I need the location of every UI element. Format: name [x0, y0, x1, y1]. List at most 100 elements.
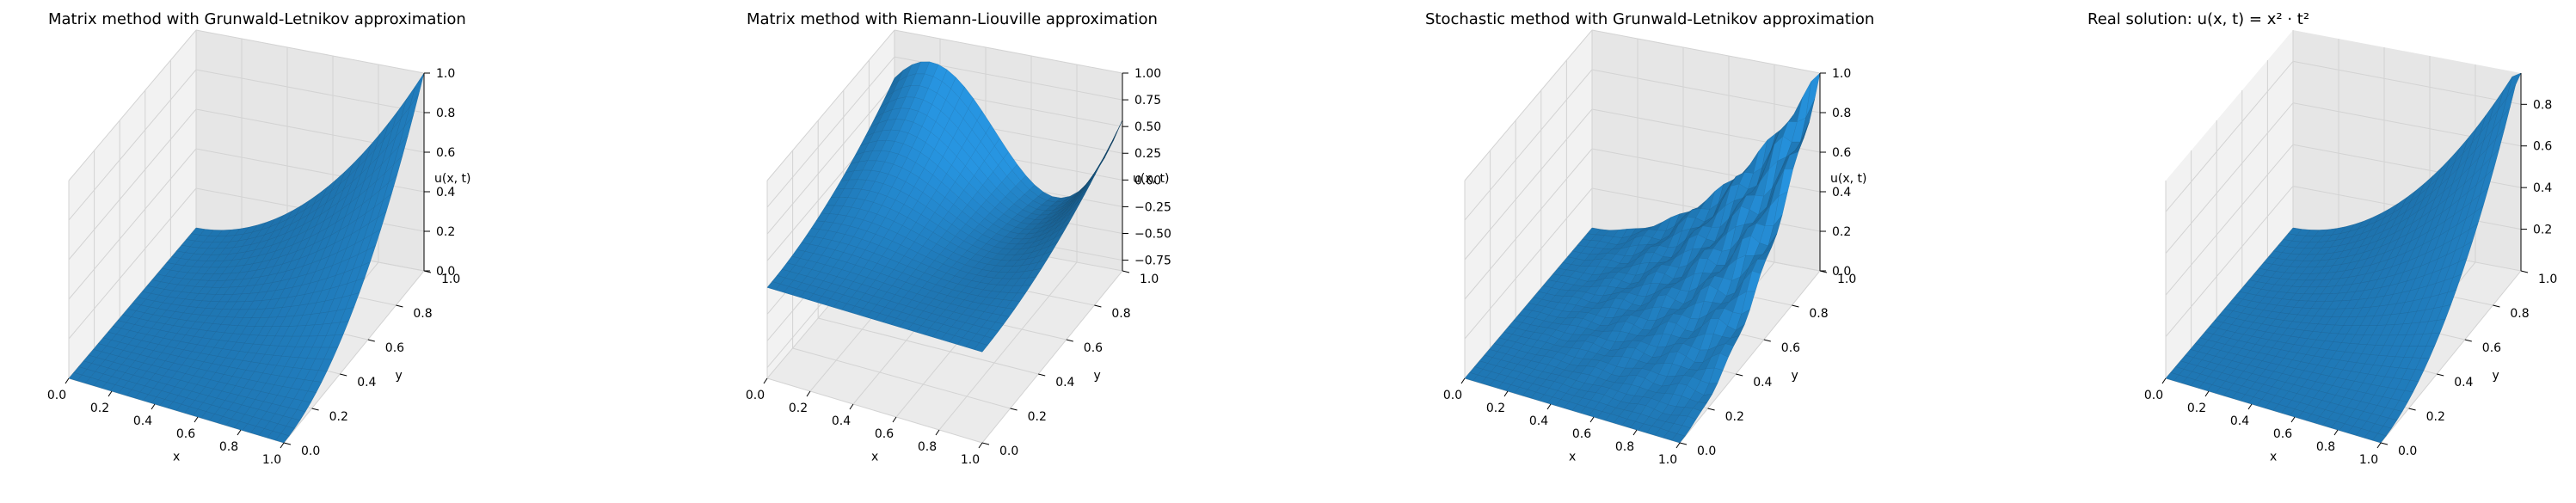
grid-line — [2380, 270, 2522, 444]
x-tick-label: 0.0 — [2144, 389, 2163, 402]
z-axis-label: u(x, t) — [1133, 172, 1169, 186]
z-tick-label: 0.6 — [1832, 146, 1851, 160]
grid-line — [938, 261, 1078, 431]
z-tick-label: 0.00 — [1134, 174, 1161, 187]
y-tick — [311, 408, 319, 411]
x-tick — [2161, 377, 2167, 384]
x-tick-label: 0.6 — [2273, 427, 2292, 441]
grid-line — [766, 29, 895, 181]
grid-line — [1591, 29, 1821, 74]
x-tick-label: 0.6 — [875, 427, 894, 441]
left-pane — [69, 30, 196, 378]
y-tick-label: 0.2 — [329, 410, 348, 424]
y-tick-label: 0.0 — [301, 445, 320, 458]
grid-line — [283, 270, 425, 444]
x-tick — [978, 442, 983, 449]
surface — [2165, 72, 2522, 444]
z-tick-label: 0.4 — [1832, 186, 1851, 199]
y-tick — [981, 442, 990, 445]
z-tick-label: 0.25 — [1134, 147, 1161, 161]
z-tick-label: 1.0 — [436, 67, 455, 81]
y-tick — [1066, 339, 1073, 342]
y-tick-label: 0.8 — [2510, 307, 2529, 321]
z-tick-label: 1.0 — [1832, 67, 1851, 81]
grid-line — [792, 347, 1011, 409]
x-axis-label: x — [173, 451, 180, 464]
chart-panel-1: Matrix method with Grunwald-Letnikov app… — [47, 10, 471, 467]
z-tick-label: −0.50 — [1134, 227, 1171, 241]
left-pane — [2166, 30, 2293, 378]
x-tick — [237, 429, 242, 436]
z-tick-label: 0.0 — [436, 265, 455, 279]
y-tick-label: 0.2 — [1725, 410, 1744, 424]
grid-line — [68, 29, 197, 181]
x-tick — [280, 442, 285, 449]
x-tick-label: 0.2 — [1486, 402, 1505, 415]
y-tick-label: 0.0 — [2398, 445, 2417, 458]
y-axis-label: y — [396, 369, 403, 383]
x-tick — [935, 429, 940, 436]
chart-title: Matrix method with Riemann-Liouville app… — [747, 10, 1158, 28]
x-axis-label: x — [2270, 451, 2277, 464]
x-tick — [2247, 403, 2253, 410]
x-tick — [1589, 416, 1595, 423]
y-tick-label: 0.6 — [1084, 341, 1103, 355]
z-tick-label: 0.8 — [1832, 107, 1851, 120]
y-tick-label: 0.8 — [413, 307, 432, 321]
x-tick-label: 1.0 — [2359, 453, 2378, 467]
y-tick-label: 1.0 — [1837, 273, 1856, 286]
grid-line — [1464, 187, 1593, 340]
x-axis-label: x — [1569, 451, 1576, 464]
grid-line — [1464, 108, 1593, 261]
z-tick-label: 0.50 — [1134, 120, 1161, 134]
y-tick-label: 0.2 — [1028, 410, 1047, 424]
y-tick-label: 0.2 — [2426, 410, 2445, 424]
y-axis-label: y — [2493, 369, 2499, 383]
chart-panel-4: Real solution: u(x, t) = x² · t² 0.0 0.2 0.… — [2087, 10, 2557, 467]
x-tick-label: 0.8 — [1615, 440, 1634, 454]
surface-facet — [275, 432, 290, 444]
y-tick — [1763, 339, 1771, 342]
x-tick — [1546, 403, 1552, 410]
x-tick — [2204, 390, 2210, 397]
y-tick — [2493, 304, 2500, 308]
grid-line — [2292, 60, 2522, 105]
x-tick — [892, 416, 897, 423]
grid-line — [766, 83, 895, 235]
surface — [1464, 72, 1821, 444]
y-tick — [2520, 270, 2529, 273]
x-tick-label: 0.8 — [2316, 440, 2335, 454]
z-tick-label: 0.75 — [1134, 94, 1161, 107]
y-tick-label: 0.8 — [1809, 307, 1828, 321]
z-axis-label: u(x, t) — [434, 172, 470, 186]
z-tick-label: 0.2 — [2533, 224, 2552, 237]
z-tick-label: 0.0 — [1832, 265, 1851, 279]
x-tick-label: 1.0 — [1658, 453, 1677, 467]
y-tick — [1038, 373, 1046, 377]
grid-line — [68, 148, 197, 300]
y-tick — [1792, 304, 1799, 308]
surface — [766, 61, 1123, 353]
x-tick-label: 0.0 — [746, 389, 765, 402]
grid-line — [2165, 186, 2294, 337]
x-tick — [763, 377, 768, 384]
surface-facet — [974, 342, 988, 353]
x-tick-label: 0.4 — [2230, 414, 2249, 428]
grid-line — [2165, 144, 2294, 296]
grid-line — [766, 377, 983, 444]
y-tick — [2408, 408, 2416, 411]
x-tick — [108, 390, 113, 397]
grid-line — [1464, 69, 1593, 221]
grid-line — [894, 29, 1123, 74]
grid-line — [1591, 69, 1821, 113]
grid-line — [195, 29, 425, 74]
z-tick-label: 0.6 — [436, 146, 455, 160]
y-tick — [396, 304, 403, 308]
z-tick-label: 1.00 — [1134, 67, 1161, 81]
y-tick-label: 1.0 — [2538, 273, 2557, 286]
x-tick-label: 0.6 — [176, 427, 195, 441]
grid-line — [766, 56, 895, 208]
y-tick-label: 0.8 — [1111, 307, 1130, 321]
y-tick — [1010, 408, 1017, 411]
